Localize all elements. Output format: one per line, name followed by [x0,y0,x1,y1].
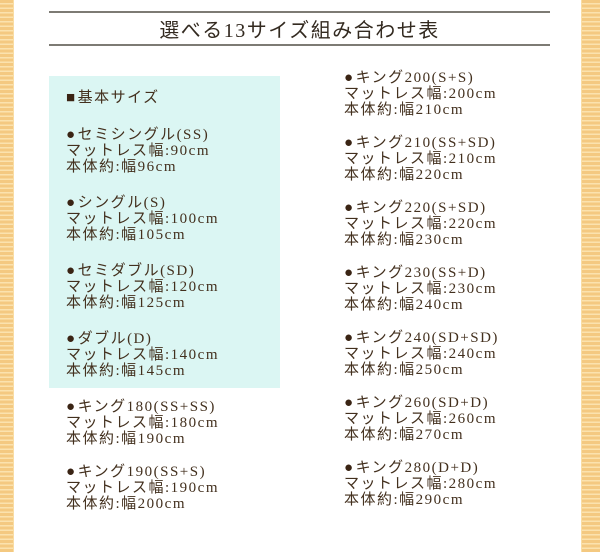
circle-bullet-icon: ● [66,464,77,480]
right-stripe-border [581,0,600,552]
size-item-king220: ●キング220(S+SD) マットレス幅:220cm 本体約:幅230cm [344,200,499,248]
size-item-king210: ●キング210(SS+SD) マットレス幅:210cm 本体約:幅220cm [344,135,499,183]
size-item-single: ●シングル(S) マットレス幅:100cm 本体約:幅105cm [66,195,280,243]
body-width: 本体約:幅96cm [66,159,177,175]
body-width: 本体約:幅240cm [344,297,464,313]
circle-bullet-icon: ● [66,127,77,143]
size-name: セミシングル(SS) [77,127,210,143]
circle-bullet-icon: ● [66,331,77,347]
body-width: 本体約:幅145cm [66,363,186,379]
mattress-width: マットレス幅:120cm [66,279,219,295]
circle-bullet-icon: ● [344,395,355,411]
right-column: ●キング200(S+S) マットレス幅:200cm 本体約:幅210cm ●キン… [344,70,499,525]
size-item-king230: ●キング230(SS+D) マットレス幅:230cm 本体約:幅240cm [344,265,499,313]
size-name: キング200(S+S) [355,70,475,86]
mattress-width: マットレス幅:190cm [66,480,219,496]
body-width: 本体約:幅220cm [344,167,464,183]
circle-bullet-icon: ● [344,70,355,86]
body-width: 本体約:幅210cm [344,102,464,118]
size-name: キング260(SD+D) [355,395,490,411]
size-item-king180: ●キング180(SS+SS) マットレス幅:180cm 本体約:幅190cm [66,399,219,447]
left-stripe-border [0,0,14,552]
body-width: 本体約:幅250cm [344,362,464,378]
circle-bullet-icon: ● [344,460,355,476]
size-item-semi-single: ●セミシングル(SS) マットレス幅:90cm 本体約:幅96cm [66,127,280,175]
size-item-king260: ●キング260(SD+D) マットレス幅:260cm 本体約:幅270cm [344,395,499,443]
basic-sizes-header-label: 基本サイズ [77,90,160,106]
mattress-width: マットレス幅:100cm [66,211,219,227]
mattress-width: マットレス幅:200cm [344,86,497,102]
mattress-width: マットレス幅:280cm [344,476,497,492]
mattress-width: マットレス幅:240cm [344,346,497,362]
circle-bullet-icon: ● [344,200,355,216]
size-item-semi-double: ●セミダブル(SD) マットレス幅:120cm 本体約:幅125cm [66,263,280,311]
size-name: ダブル(D) [77,331,153,347]
mattress-width: マットレス幅:90cm [66,143,210,159]
circle-bullet-icon: ● [66,195,77,211]
mattress-width: マットレス幅:220cm [344,216,497,232]
size-name: キング280(D+D) [355,460,480,476]
circle-bullet-icon: ● [66,263,77,279]
size-item-king190: ●キング190(SS+S) マットレス幅:190cm 本体約:幅200cm [66,464,219,512]
body-width: 本体約:幅200cm [66,496,186,512]
size-name: キング220(S+SD) [355,200,487,216]
mattress-width: マットレス幅:180cm [66,415,219,431]
basic-sizes-header: ■基本サイズ [66,90,280,106]
body-width: 本体約:幅105cm [66,227,186,243]
circle-bullet-icon: ● [66,399,77,415]
left-column: ●キング180(SS+SS) マットレス幅:180cm 本体約:幅190cm ●… [66,399,219,529]
size-name: キング240(SD+SD) [355,330,499,346]
page-title-text: 選べる13サイズ組み合わせ表 [159,20,440,42]
mattress-width: マットレス幅:230cm [344,281,497,297]
body-width: 本体約:幅190cm [66,431,186,447]
size-name: セミダブル(SD) [77,263,196,279]
mattress-width: マットレス幅:210cm [344,151,497,167]
size-name: シングル(S) [77,195,167,211]
mattress-width: マットレス幅:140cm [66,347,219,363]
square-bullet-icon: ■ [66,90,77,106]
circle-bullet-icon: ● [344,265,355,281]
size-name: キング210(SS+SD) [355,135,497,151]
circle-bullet-icon: ● [344,330,355,346]
body-width: 本体約:幅270cm [344,427,464,443]
size-item-king280: ●キング280(D+D) マットレス幅:280cm 本体約:幅290cm [344,460,499,508]
mattress-width: マットレス幅:260cm [344,411,497,427]
size-name: キング230(SS+D) [355,265,487,281]
body-width: 本体約:幅290cm [344,492,464,508]
size-item-double: ●ダブル(D) マットレス幅:140cm 本体約:幅145cm [66,331,280,379]
basic-sizes-box: ■基本サイズ ●セミシングル(SS) マットレス幅:90cm 本体約:幅96cm… [49,76,280,388]
circle-bullet-icon: ● [344,135,355,151]
size-name: キング190(SS+S) [77,464,207,480]
body-width: 本体約:幅230cm [344,232,464,248]
size-name: キング180(SS+SS) [77,399,216,415]
size-item-king240: ●キング240(SD+SD) マットレス幅:240cm 本体約:幅250cm [344,330,499,378]
body-width: 本体約:幅125cm [66,295,186,311]
page-title: 選べる13サイズ組み合わせ表 [49,11,550,46]
size-item-king200: ●キング200(S+S) マットレス幅:200cm 本体約:幅210cm [344,70,499,118]
